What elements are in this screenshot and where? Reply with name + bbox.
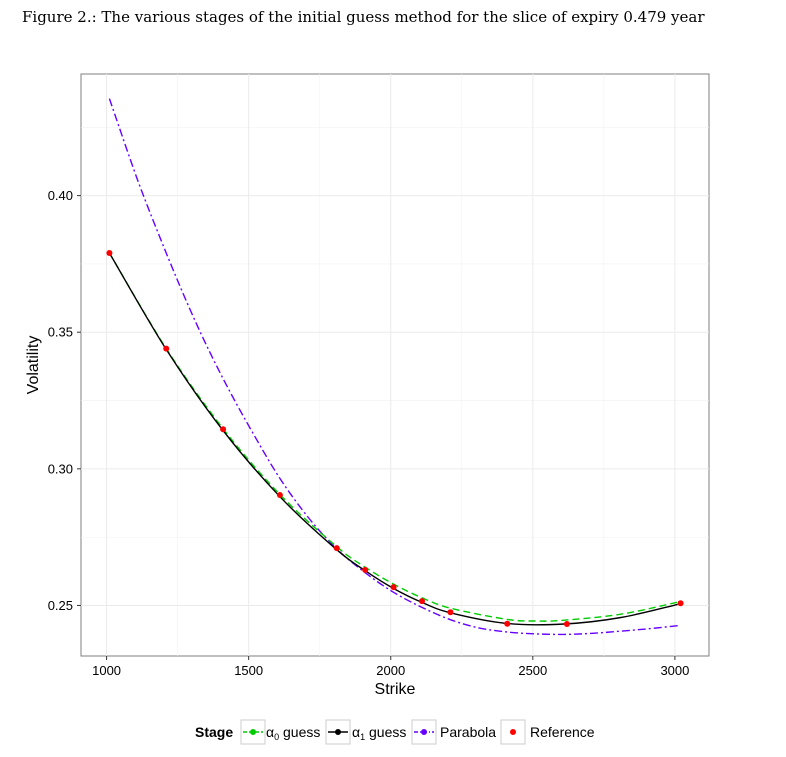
y-tick-label: 0.35 (48, 325, 73, 340)
reference-point (106, 249, 113, 256)
legend-key-point (335, 729, 341, 735)
reference-point (276, 492, 283, 499)
axes: 1000 1500 2000 2500 3000 0.25 0.30 0.35 0.40 (48, 188, 690, 678)
reference-point (163, 345, 170, 352)
x-tick-label: 1500 (234, 663, 263, 678)
x-tick-label: 3000 (660, 663, 689, 678)
series-layer (108, 98, 681, 636)
legend-key-point (421, 729, 427, 735)
series-line--guess (108, 252, 678, 622)
x-tick-label: 2000 (376, 663, 405, 678)
y-tick-label: 0.30 (48, 461, 73, 476)
reference-points (106, 249, 684, 628)
y-tick-label: 0.40 (48, 188, 73, 203)
reference-point (418, 598, 425, 605)
reference-point (333, 545, 340, 552)
legend-label: Reference (530, 724, 595, 740)
y-axis-title: Volatility (25, 336, 42, 395)
series-line--guess (108, 252, 678, 626)
legend-key-point (250, 729, 256, 735)
reference-point (362, 566, 369, 573)
figure-caption: Figure 2.: The various stages of the ini… (22, 8, 705, 26)
reference-point (447, 609, 454, 616)
legend: Stage α0 guess α1 guess Parabola Reference (195, 719, 595, 745)
reference-point (677, 600, 684, 607)
x-tick-label: 1000 (92, 663, 121, 678)
x-tick-label: 2500 (518, 663, 547, 678)
x-axis-title: Strike (375, 681, 416, 698)
y-tick-label: 0.25 (48, 598, 73, 613)
legend-label: Parabola (440, 724, 496, 740)
legend-label: α0 guess (266, 724, 320, 742)
legend-title: Stage (195, 724, 233, 740)
grid (81, 74, 709, 656)
plot-panel (80, 73, 710, 657)
series-line-parabola (108, 98, 681, 636)
legend-key-point (510, 729, 516, 735)
reference-point (504, 620, 511, 627)
reference-point (390, 584, 397, 591)
reference-point (563, 621, 570, 628)
legend-label: α1 guess (352, 724, 406, 742)
reference-point (220, 426, 227, 433)
